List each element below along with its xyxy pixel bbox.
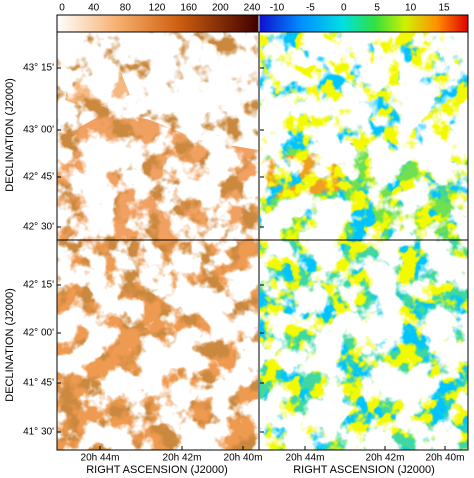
x-tick-label: 20h 42m: [366, 453, 405, 464]
x-tick-label: 20h 40m: [224, 453, 263, 464]
y-tick-label: 41° 45': [23, 378, 54, 389]
colorbar-tick-label: 0: [341, 3, 347, 14]
colorbar-tick-label: 15: [438, 3, 450, 14]
colorbar-tick-label: 10: [405, 3, 417, 14]
colorbar-left: [57, 15, 258, 32]
colorbar-right: [260, 15, 468, 32]
colorbar-tick-label: 80: [120, 3, 132, 14]
y-tick-label: 42° 45': [23, 172, 54, 183]
frames: [56, 14, 469, 451]
colorbar-tick-label: 160: [180, 3, 197, 14]
colorbar-tick-label: 5: [374, 3, 380, 14]
x-tick-label: 20h 40m: [426, 453, 465, 464]
y-label: DECLINATION (J2000): [4, 78, 16, 192]
colorbar-tick-label: 240: [244, 3, 261, 14]
colorbar-tick-label: 120: [149, 3, 166, 14]
y-tick-label: 41° 30': [23, 427, 54, 438]
y-tick-label: 43° 15': [23, 63, 54, 74]
y-tick-label: 43° 00': [23, 125, 54, 136]
y-tick-label: 42° 30': [23, 222, 54, 233]
x-label: RIGHT ASCENSION (J2000): [86, 464, 228, 476]
colorbar-tick-label: 40: [88, 3, 100, 14]
maps: [57, 32, 468, 450]
colorbar-tick-label: -10: [270, 3, 285, 14]
x-tick-label: 20h 42m: [163, 453, 202, 464]
colorbar-tick-label: -5: [306, 3, 315, 14]
y-label: DECLINATION (J2000): [4, 288, 16, 402]
x-tick-label: 20h 44m: [81, 453, 120, 464]
y-tick-label: 42° 15': [23, 280, 54, 291]
y-tick-label: 42° 00': [23, 328, 54, 339]
colorbar-tick-label: 200: [212, 3, 229, 14]
x-label: RIGHT ASCENSION (J2000): [293, 464, 435, 476]
x-tick-label: 20h 44m: [286, 453, 325, 464]
colorbar-tick-label: 0: [59, 3, 65, 14]
